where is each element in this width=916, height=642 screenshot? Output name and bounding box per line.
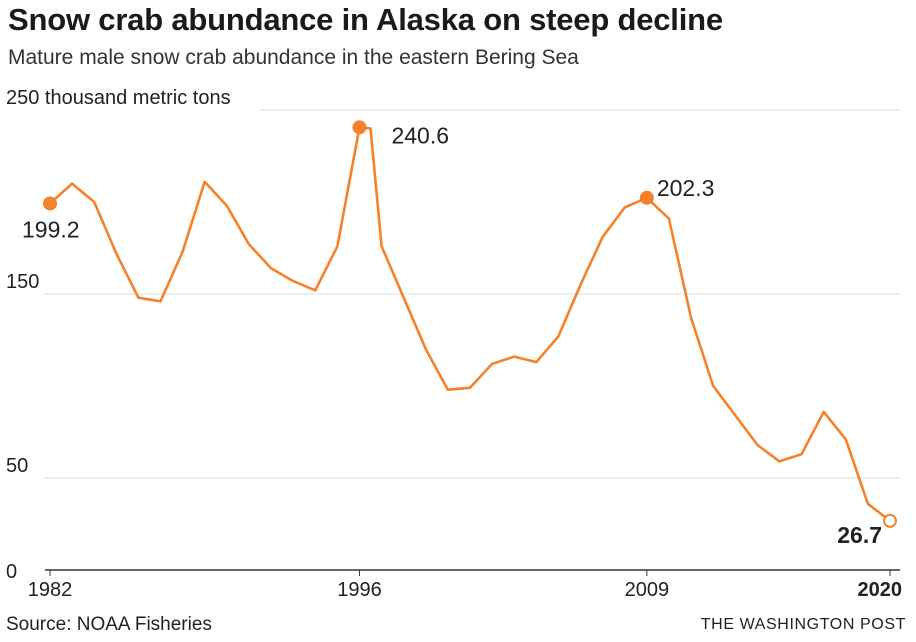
data-label: 199.2 <box>22 216 80 242</box>
y-tick-label: 50 <box>6 455 28 477</box>
series-line <box>48 126 892 523</box>
y-tick-label: 150 <box>6 271 39 293</box>
point-marker <box>352 120 367 135</box>
point-marker <box>883 513 897 528</box>
data-line <box>48 126 892 523</box>
x-tick-label: 1996 <box>337 579 382 601</box>
x-tick-label: 2009 <box>625 579 670 601</box>
y-axis-labels: 250 thousand metric tons 150 50 0 <box>6 87 231 583</box>
publisher-credit: THE WASHINGTON POST <box>700 616 906 633</box>
x-tick-label: 1982 <box>28 579 73 601</box>
chart-title: Snow crab abundance in Alaska on steep d… <box>8 2 723 37</box>
x-tick-label: 2020 <box>858 579 903 601</box>
gridlines <box>45 109 900 571</box>
point-marker <box>639 190 654 205</box>
point-marker <box>43 196 57 211</box>
annotations: 199.2 240.6 202.3 26.7 <box>22 120 897 548</box>
x-axis-labels: 1982 1996 2009 2020 <box>28 570 902 601</box>
chart-subtitle: Mature male snow crab abundance in the e… <box>8 46 579 69</box>
y-tick-label: 0 <box>6 561 17 583</box>
data-label: 26.7 <box>837 522 882 548</box>
data-label: 240.6 <box>391 122 449 148</box>
data-label: 202.3 <box>657 175 715 201</box>
y-tick-label: 250 thousand metric tons <box>6 87 231 109</box>
source-note: Source: NOAA Fisheries <box>6 614 212 635</box>
